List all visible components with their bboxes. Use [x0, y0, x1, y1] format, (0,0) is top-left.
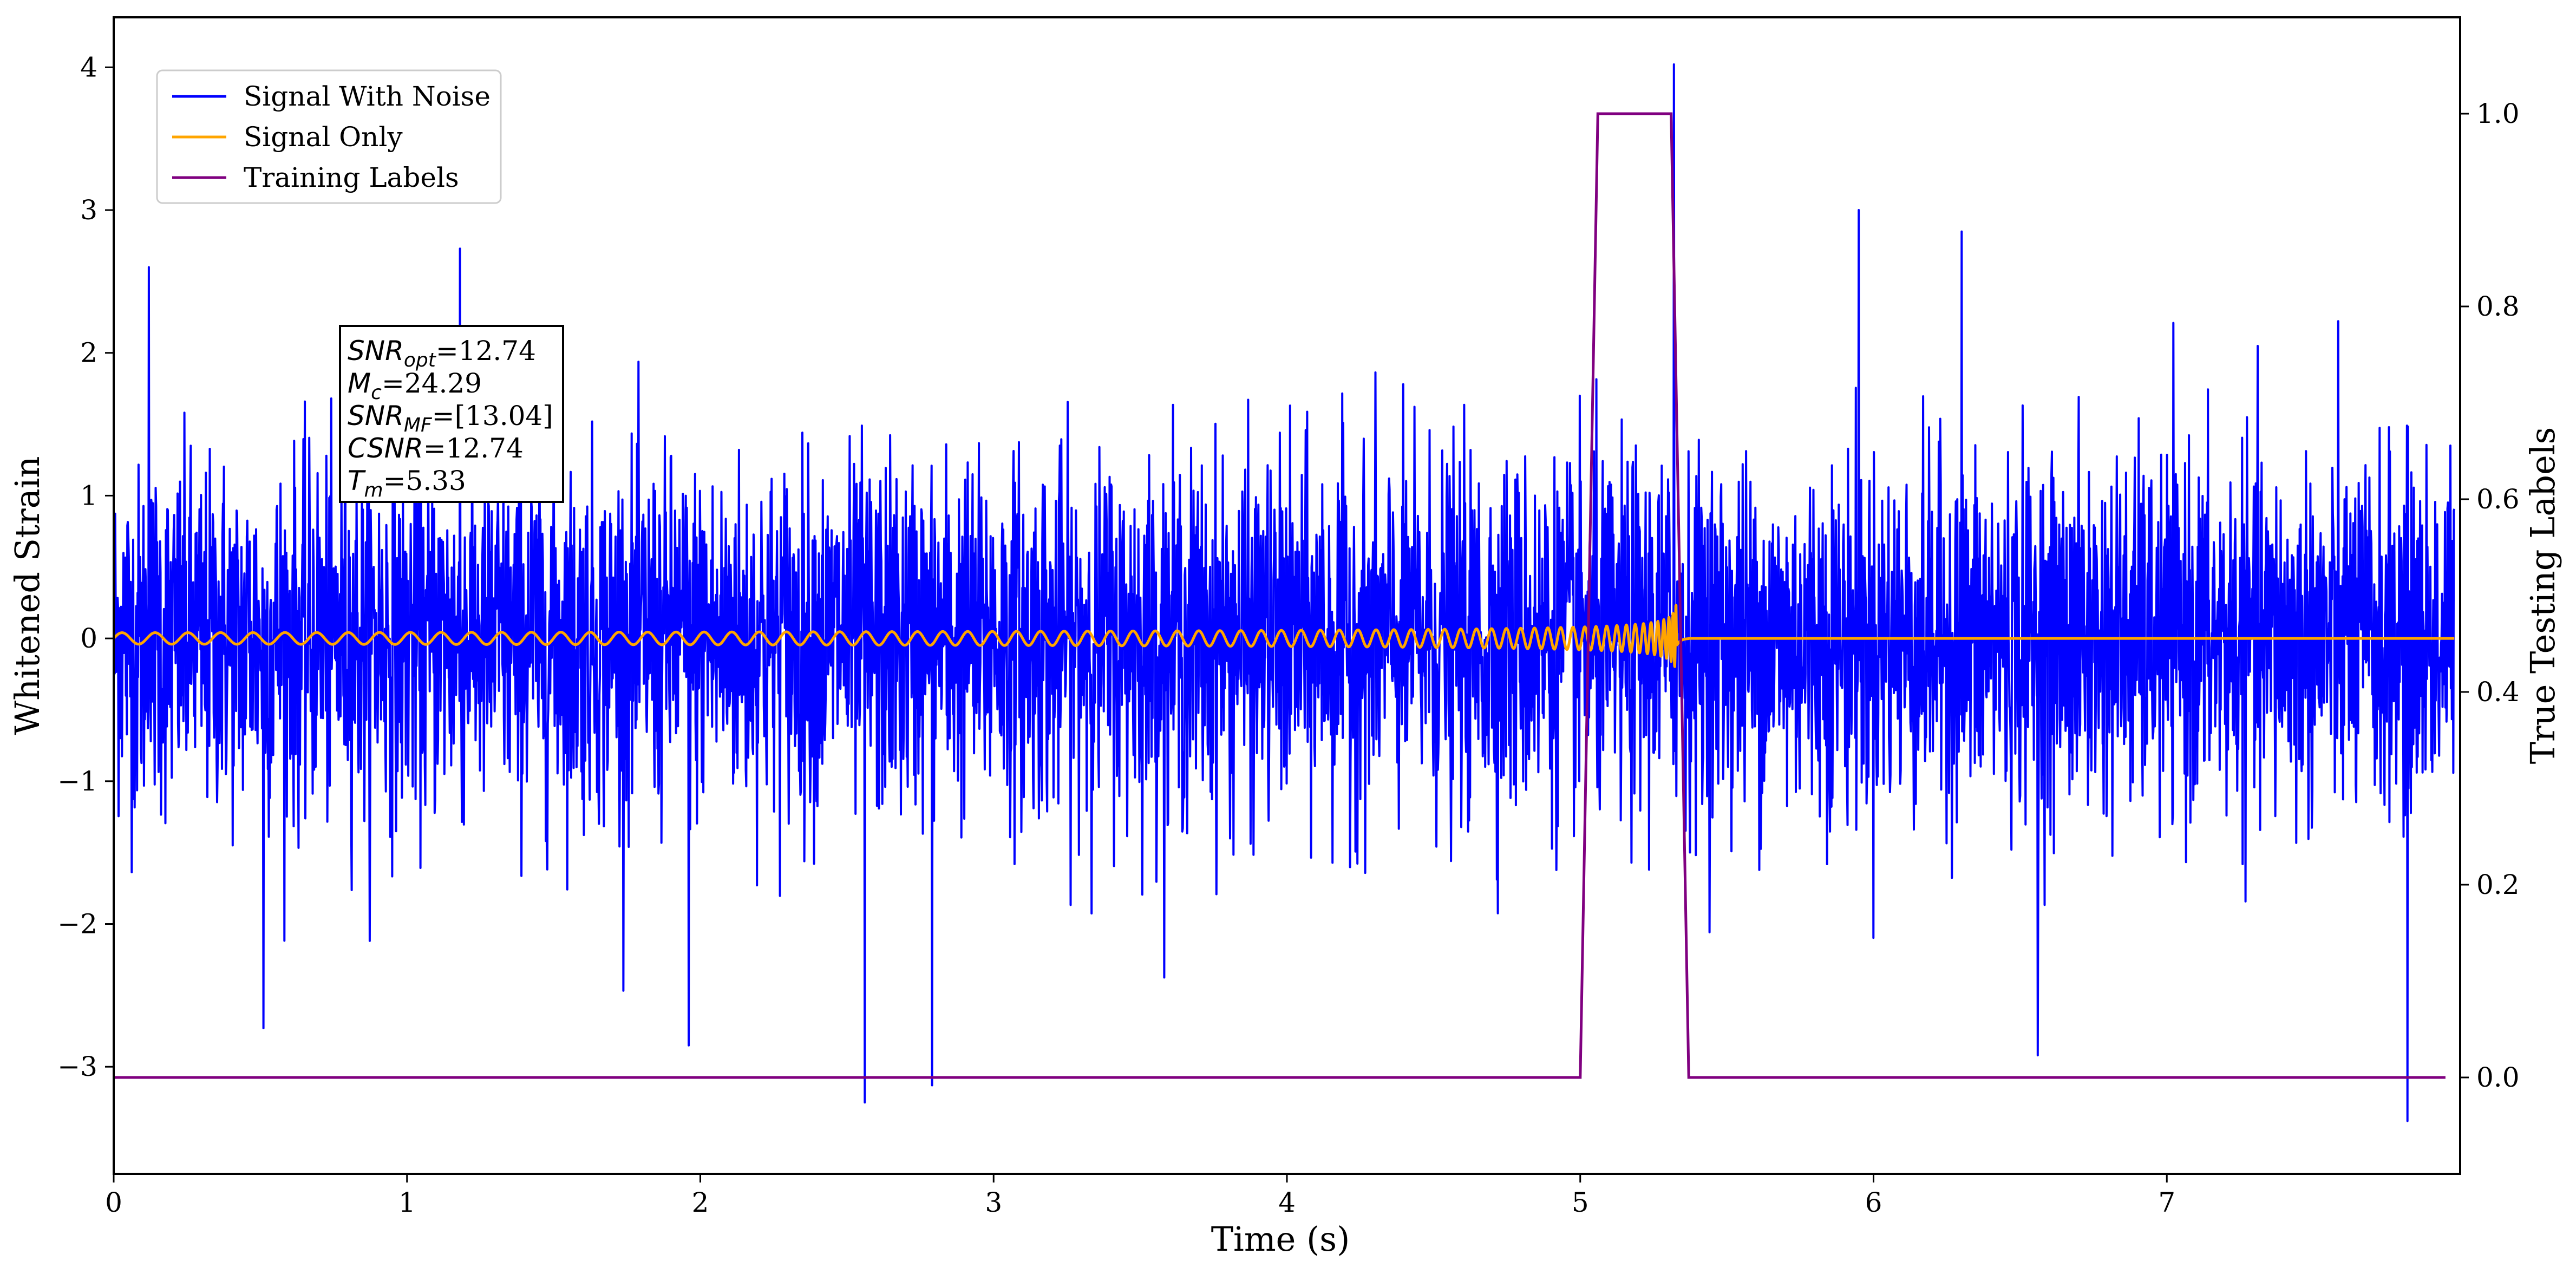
x-tick-label: 0	[105, 1187, 122, 1218]
signal-with-noise-series	[114, 63, 2456, 1122]
signal-only-series	[114, 604, 2456, 668]
y-axis-label-right: True Testing Labels	[2523, 427, 2562, 765]
annotation-line: Mc=24.29	[348, 368, 482, 404]
signal-only-line	[114, 604, 2456, 668]
x-tick-label: 6	[1865, 1187, 1882, 1218]
legend-frame	[156, 69, 502, 204]
training-labels-line	[114, 112, 2446, 1079]
y-axis-label-left: Whitened Strain	[8, 456, 47, 735]
x-tick-label: 2	[692, 1187, 709, 1218]
y-tick-label: −2	[57, 909, 97, 940]
x-tick-label: 3	[985, 1187, 1002, 1218]
training-labels-series	[114, 112, 2446, 1079]
y-right-tick-label: 1.0	[2476, 98, 2520, 129]
annotation-frame	[339, 325, 564, 503]
legend-label: Training Labels	[244, 162, 459, 193]
legend-label: Signal With Noise	[244, 81, 491, 112]
y-axis-right: 0.0 0.2 0.4 0.6 0.8 1.0	[2460, 98, 2520, 1093]
y-tick-label: −1	[57, 766, 97, 797]
y-right-tick-label: 0.4	[2476, 676, 2520, 708]
signal-with-noise-line	[114, 63, 2456, 1122]
y-right-tick-label: 0.2	[2476, 869, 2520, 900]
x-tick-label: 4	[1278, 1187, 1296, 1218]
y-tick-label: −3	[57, 1051, 97, 1082]
legend: Signal With Noise Signal Only Training Lab…	[156, 69, 502, 204]
annotation-box: SNRopt=12.74Mc=24.29SNRMF=[13.04]CSNR=12…	[339, 325, 564, 503]
y-right-tick-label: 0.0	[2476, 1062, 2520, 1093]
y-tick-label: 1	[80, 480, 97, 511]
y-tick-label: 3	[80, 194, 97, 226]
y-tick-label: 4	[80, 51, 97, 83]
annotation-line: SNRMF=[13.04]	[348, 400, 553, 436]
y-tick-label: 0	[80, 623, 97, 654]
x-tick-label: 7	[2158, 1187, 2175, 1218]
legend-label: Signal Only	[244, 121, 403, 153]
annotation-line: Tm=5.33	[348, 465, 466, 501]
x-tick-label: 1	[398, 1187, 416, 1218]
x-tick-label: 5	[1572, 1187, 1589, 1218]
annotation-line: CSNR=12.74	[348, 433, 524, 464]
x-axis-label: Time (s)	[1211, 1219, 1350, 1259]
annotation-line: SNRopt=12.74	[348, 335, 536, 371]
x-axis: 0 1 2 3 4 5 6 7	[105, 1174, 2175, 1218]
y-axis-left: −3 −2 −1 0 1 2 3 4	[57, 51, 114, 1082]
y-right-tick-label: 0.8	[2476, 291, 2520, 322]
y-right-tick-label: 0.6	[2476, 484, 2520, 515]
y-tick-label: 2	[80, 337, 97, 369]
